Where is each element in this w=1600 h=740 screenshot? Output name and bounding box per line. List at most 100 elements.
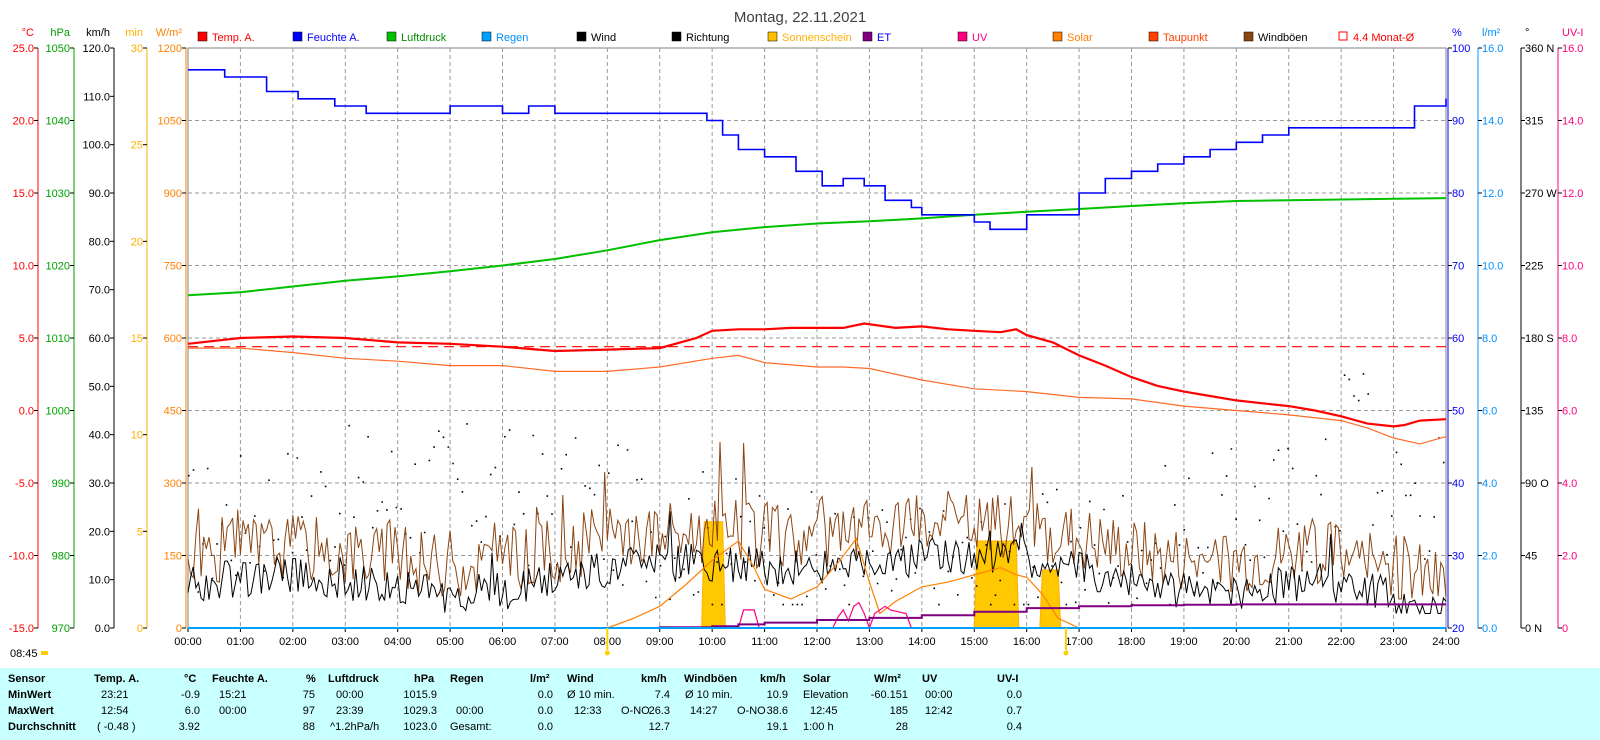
temp-tick-label: 25.0 bbox=[13, 43, 34, 55]
uvi-axis-unit: UV-I bbox=[1562, 27, 1583, 39]
rain-tick-label: 10.0 bbox=[1482, 261, 1503, 273]
pressure-tick-label: 1050 bbox=[46, 43, 70, 55]
stats-gust-header: Windböen bbox=[684, 673, 738, 685]
statistics-panel: Sensor MinWert MaxWert Durchschnitt Temp… bbox=[0, 668, 1600, 740]
stats-wind-header: Wind bbox=[567, 673, 594, 685]
x-tick-label: 15:00 bbox=[960, 636, 988, 648]
stats-rain-header: Regen bbox=[450, 673, 484, 685]
pressure-tick-label: 990 bbox=[52, 478, 70, 490]
wind-tick-label: 120.0 bbox=[82, 43, 110, 55]
stats-uv-min-time: 00:00 bbox=[925, 689, 953, 701]
wind-tick-label: 10.0 bbox=[89, 575, 110, 587]
stats-rain-max: 0.0 bbox=[537, 705, 553, 717]
legend-label: UV bbox=[972, 32, 988, 44]
series-feuchte bbox=[188, 69, 1447, 231]
legend-label: Regen bbox=[496, 32, 528, 44]
pressure-tick-label: 1030 bbox=[46, 188, 70, 200]
stats-uv-avg: 0.4 bbox=[1006, 721, 1022, 733]
stats-pressure-avg-note: ^1.2hPa/h bbox=[330, 721, 380, 733]
stats-solar-avg-label: 1:00 h bbox=[803, 721, 834, 733]
uvi-tick-label: 12.0 bbox=[1562, 188, 1583, 200]
stats-uv-max-time: 12:42 bbox=[925, 705, 953, 717]
stats-rain-avg-note: Gesamt: bbox=[450, 721, 492, 733]
stats-wind-max-time: 12:33 bbox=[574, 705, 602, 717]
sun-min-tick-label: 0 bbox=[137, 623, 143, 635]
stats-gust-max: 38.6 bbox=[766, 705, 788, 717]
humidity-tick-label: 30 bbox=[1452, 551, 1464, 563]
stats-humidity-avg: 88 bbox=[302, 721, 315, 733]
x-tick-label: 04:00 bbox=[384, 636, 412, 648]
solar-tick-label: 300 bbox=[164, 478, 182, 490]
legend-swatch bbox=[1338, 31, 1348, 41]
legend-label: Luftdruck bbox=[401, 32, 447, 44]
sun-min-tick-label: 25 bbox=[131, 140, 143, 152]
solar-tick-label: 1050 bbox=[158, 116, 182, 128]
pressure-tick-label: 970 bbox=[52, 623, 70, 635]
stats-rain-unit: l/m² bbox=[530, 673, 550, 685]
stats-rain-max-time: 00:00 bbox=[456, 705, 484, 717]
wind-tick-label: 70.0 bbox=[89, 285, 110, 297]
stats-rain-avg: 0.0 bbox=[537, 721, 553, 733]
x-tick-label: 21:00 bbox=[1275, 636, 1303, 648]
legend-swatch bbox=[671, 31, 682, 42]
x-tick-label: 19:00 bbox=[1170, 636, 1198, 648]
legend-swatch bbox=[957, 31, 968, 42]
temp-tick-label: -5.0 bbox=[15, 478, 34, 490]
temp-tick-label: -15.0 bbox=[9, 623, 34, 635]
x-tick-label: 24:00 bbox=[1432, 636, 1460, 648]
stats-humidity-max-time: 00:00 bbox=[219, 705, 247, 717]
stats-row-min: MinWert bbox=[8, 689, 52, 701]
x-tick-label: 06:00 bbox=[489, 636, 517, 648]
uvi-tick-label: 10.0 bbox=[1562, 261, 1583, 273]
wind-tick-label: 90.0 bbox=[89, 188, 110, 200]
legend-swatch bbox=[1243, 31, 1254, 42]
stats-solar-avg: 28 bbox=[895, 721, 908, 733]
legend-swatch bbox=[1052, 31, 1063, 42]
stats-pressure-min: 1015.9 bbox=[403, 689, 437, 701]
x-tick-label: 07:00 bbox=[541, 636, 569, 648]
series-taupunkt bbox=[188, 347, 1447, 445]
solar-tick-label: 900 bbox=[164, 188, 182, 200]
chart-series bbox=[187, 69, 1447, 656]
stats-solar-min: -60.151 bbox=[870, 689, 908, 701]
chart-title: Montag, 22.11.2021 bbox=[734, 9, 866, 26]
rain-tick-label: 12.0 bbox=[1482, 188, 1503, 200]
stats-temp-unit: °C bbox=[184, 673, 197, 685]
stats-temp-avg: 3.92 bbox=[178, 721, 200, 733]
humidity-tick-label: 40 bbox=[1452, 478, 1464, 490]
sunset-marker bbox=[1063, 650, 1069, 656]
series-et bbox=[633, 603, 1446, 629]
wind-tick-label: 60.0 bbox=[89, 333, 110, 345]
stats-gust-max-dir: O-NO bbox=[737, 705, 766, 717]
wind-tick-label: 20.0 bbox=[89, 526, 110, 538]
stats-wind-max: 26.3 bbox=[648, 705, 670, 717]
series-uv bbox=[737, 601, 912, 630]
rain-tick-label: 4.0 bbox=[1482, 478, 1497, 490]
x-tick-label: 16:00 bbox=[1013, 636, 1041, 648]
humidity-tick-label: 80 bbox=[1452, 188, 1464, 200]
x-tick-label: 17:00 bbox=[1065, 636, 1093, 648]
direction-tick-label: 225 bbox=[1525, 261, 1543, 273]
stats-sensor-header: Sensor bbox=[8, 673, 46, 685]
pressure-tick-label: 1010 bbox=[46, 333, 70, 345]
legend-label: Windböen bbox=[1258, 32, 1308, 44]
stats-temp-min: -0.9 bbox=[181, 689, 200, 701]
wind-tick-label: 100.0 bbox=[82, 140, 110, 152]
legend-label: Taupunkt bbox=[1163, 32, 1208, 44]
uvi-tick-label: 8.0 bbox=[1562, 333, 1577, 345]
rain-tick-label: 0.0 bbox=[1482, 623, 1497, 635]
stats-solar-max: 185 bbox=[889, 705, 908, 717]
stats-solar-max-time: 12:45 bbox=[810, 705, 838, 717]
uvi-tick-label: 14.0 bbox=[1562, 116, 1583, 128]
pressure-axis-unit: hPa bbox=[50, 27, 70, 39]
direction-tick-label: 180 S bbox=[1525, 333, 1554, 345]
legend-label: Solar bbox=[1067, 32, 1093, 44]
sun-min-tick-label: 10 bbox=[131, 430, 143, 442]
humidity-tick-label: 70 bbox=[1452, 261, 1464, 273]
stats-row-avg: Durchschnitt bbox=[8, 721, 76, 733]
stats-wind-unit: km/h bbox=[641, 673, 667, 685]
humidity-axis-unit: % bbox=[1452, 27, 1462, 39]
uvi-tick-label: 0 bbox=[1562, 623, 1568, 635]
stats-solar-header: Solar bbox=[803, 673, 831, 685]
direction-tick-label: 135 bbox=[1525, 406, 1543, 418]
